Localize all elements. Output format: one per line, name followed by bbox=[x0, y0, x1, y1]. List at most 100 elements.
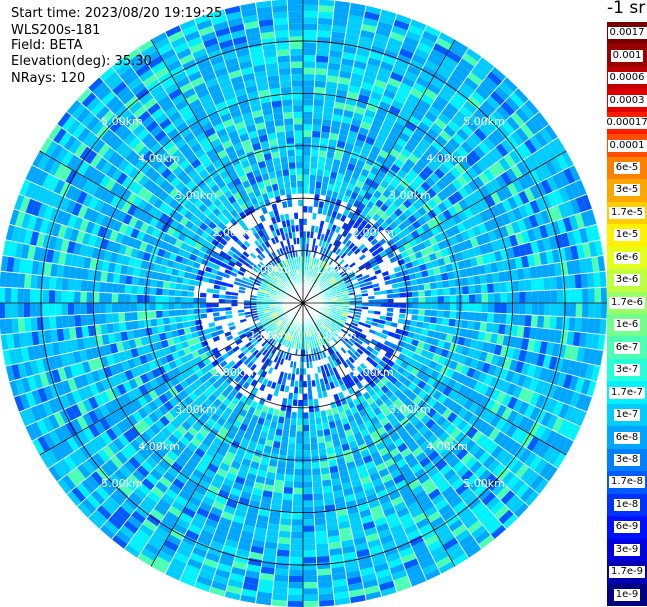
range-gate-cell bbox=[555, 275, 564, 290]
range-gate-cell bbox=[182, 277, 190, 285]
range-gate-cell bbox=[474, 529, 491, 545]
range-gate-cell bbox=[362, 299, 369, 303]
range-gate-cell bbox=[451, 224, 461, 236]
range-gate-cell bbox=[508, 234, 519, 247]
range-gate-cell bbox=[181, 290, 188, 297]
range-gate-cell bbox=[273, 408, 281, 417]
range-gate-cell bbox=[45, 248, 55, 264]
range-gate-cell bbox=[318, 317, 324, 323]
range-gate-cell bbox=[570, 345, 579, 362]
range-gate-cell bbox=[437, 240, 447, 251]
range-gate-cell bbox=[197, 535, 212, 547]
range-gate-cell bbox=[93, 171, 106, 186]
range-gate-cell bbox=[88, 196, 99, 210]
range-gate-cell bbox=[303, 130, 313, 138]
range-gate-cell bbox=[43, 262, 52, 277]
range-gate-cell bbox=[504, 270, 513, 282]
range-gate-cell bbox=[404, 473, 418, 486]
range-gate-cell bbox=[87, 456, 101, 471]
range-gate-cell bbox=[375, 154, 387, 165]
range-gate-cell bbox=[290, 328, 295, 336]
range-gate-cell bbox=[281, 505, 293, 513]
range-gate-cell bbox=[118, 243, 128, 256]
range-gate-cell bbox=[361, 257, 369, 264]
range-gate-cell bbox=[468, 293, 476, 303]
range-gate-cell bbox=[313, 499, 325, 507]
range-gate-cell bbox=[491, 481, 506, 497]
range-gate-cell bbox=[329, 277, 336, 283]
range-gate-cell bbox=[264, 290, 271, 295]
range-gate-cell bbox=[448, 97, 463, 111]
range-gate-cell bbox=[288, 334, 293, 342]
range-gate-cell bbox=[515, 463, 530, 479]
range-gate-cell bbox=[312, 271, 317, 278]
range-gate-cell bbox=[475, 360, 485, 372]
range-gate-cell bbox=[165, 353, 175, 363]
range-gate-cell bbox=[334, 451, 345, 460]
range-gate-cell bbox=[538, 367, 549, 382]
range-gate-cell bbox=[89, 209, 100, 224]
range-gate-cell bbox=[311, 328, 316, 336]
range-gate-cell bbox=[99, 292, 106, 303]
range-gate-cell bbox=[172, 429, 184, 441]
range-gate-cell bbox=[289, 556, 303, 564]
range-gate-cell bbox=[315, 61, 329, 69]
range-gate-cell bbox=[340, 252, 347, 259]
range-gate-cell bbox=[303, 168, 311, 175]
range-gate-cell bbox=[303, 368, 307, 375]
range-gate-cell bbox=[566, 230, 577, 247]
range-gate-cell bbox=[82, 459, 96, 475]
range-gate-cell bbox=[331, 281, 338, 286]
range-gate-cell bbox=[88, 396, 99, 410]
range-gate-cell bbox=[278, 448, 288, 456]
range-gate-cell bbox=[487, 292, 495, 303]
range-gate-cell bbox=[202, 323, 210, 330]
range-gate-cell bbox=[323, 280, 330, 286]
range-gate-cell bbox=[186, 441, 198, 453]
range-gate-cell bbox=[235, 260, 243, 268]
range-gate-cell bbox=[110, 411, 122, 425]
range-gate-cell bbox=[568, 375, 579, 392]
range-gate-cell bbox=[280, 512, 293, 520]
range-gate-cell bbox=[433, 266, 441, 275]
range-gate-cell bbox=[179, 575, 197, 587]
range-gate-cell bbox=[263, 365, 271, 373]
range-gate-cell bbox=[314, 74, 327, 82]
range-gate-cell bbox=[523, 326, 531, 339]
range-gate-cell bbox=[318, 325, 324, 332]
range-gate-cell bbox=[458, 241, 468, 252]
range-gate-cell bbox=[554, 329, 563, 344]
range-gate-cell bbox=[393, 437, 405, 448]
range-gate-cell bbox=[498, 81, 514, 97]
range-gate-cell bbox=[517, 175, 530, 191]
range-gate-cell bbox=[288, 386, 295, 394]
range-gate-cell bbox=[342, 422, 352, 432]
range-gate-cell bbox=[345, 27, 362, 36]
range-gate-cell bbox=[131, 398, 143, 411]
range-gate-cell bbox=[324, 263, 331, 271]
range-gate-cell bbox=[518, 243, 528, 257]
range-gate-cell bbox=[315, 55, 329, 63]
range-gate-cell bbox=[489, 414, 502, 428]
range-gate-cell bbox=[544, 222, 555, 238]
range-gate-cell bbox=[179, 512, 194, 524]
range-gate-cell bbox=[287, 443, 296, 451]
range-gate-cell bbox=[145, 327, 153, 337]
range-gate-cell bbox=[59, 181, 71, 198]
range-gate-cell bbox=[434, 273, 443, 282]
range-gate-cell bbox=[303, 506, 314, 514]
range-gate-cell bbox=[321, 247, 328, 255]
range-gate-cell bbox=[93, 357, 104, 370]
range-gate-cell bbox=[327, 62, 341, 71]
range-gate-cell bbox=[467, 247, 476, 259]
range-gate-cell bbox=[65, 421, 78, 437]
range-gate-cell bbox=[570, 244, 579, 261]
range-gate-cell bbox=[191, 421, 203, 433]
range-gate-cell bbox=[293, 475, 303, 482]
range-gate-cell bbox=[367, 171, 377, 181]
range-gate-cell bbox=[460, 364, 470, 376]
range-gate-cell bbox=[157, 272, 166, 281]
range-gate-cell bbox=[464, 136, 478, 150]
range-gate-cell bbox=[296, 418, 303, 426]
range-gate-cell bbox=[81, 478, 96, 495]
